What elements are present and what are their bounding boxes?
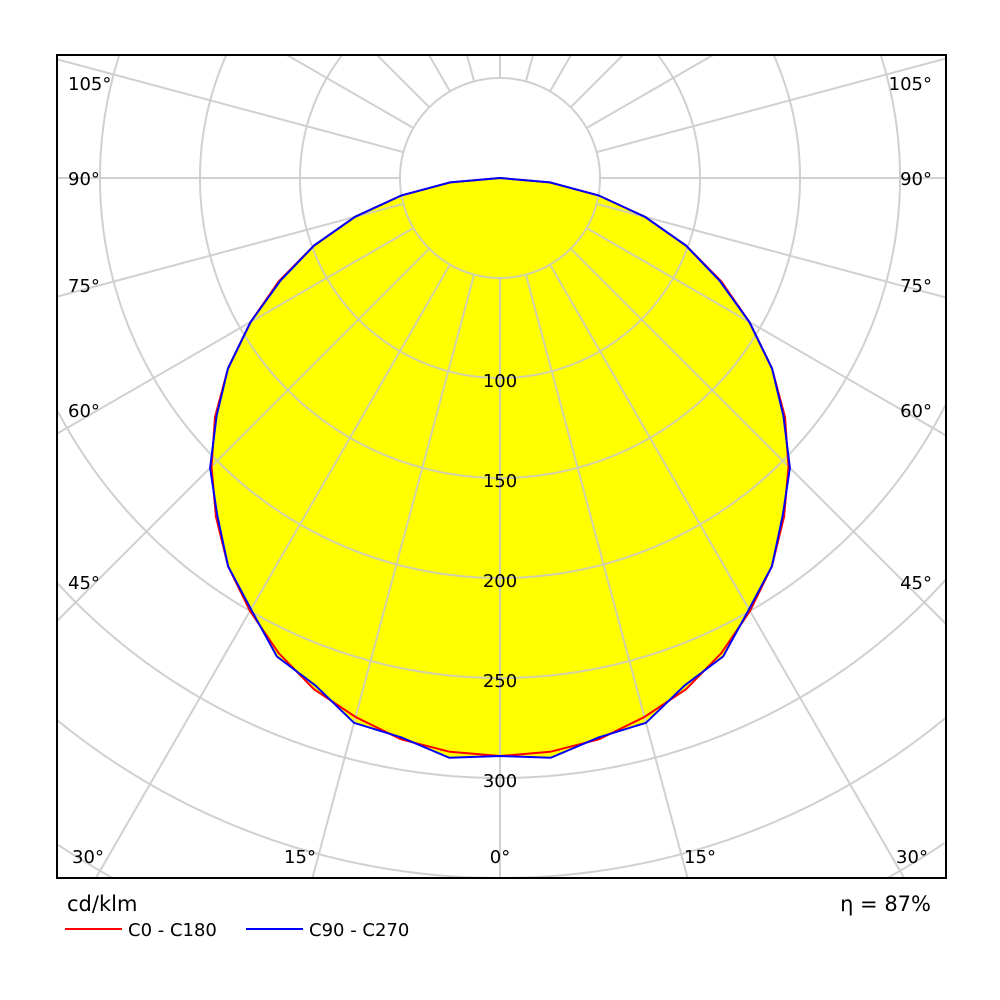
grid-radial-line [466,54,476,82]
angle-label-bottom: 0° [490,847,510,868]
angle-label-bottom: 30° [72,847,104,868]
grid-circle [299,54,701,379]
grid-radial-line [549,54,572,92]
grid-circle [56,578,947,779]
grid-radial-line [311,274,476,879]
grid-circle [56,717,946,879]
radial-tick-label: 200 [483,571,517,592]
radial-tick-label: 300 [483,771,517,792]
angle-label-left: 60° [68,401,100,422]
legend-label-c0: C0 - C180 [128,920,217,941]
grid-radial-line [596,57,947,154]
angle-label-left: 45° [68,573,100,594]
grid-radial-line [56,248,430,622]
unit-label: cd/klm [67,892,137,916]
grid-radial-line [524,274,689,879]
grid-radial-line [428,54,451,92]
grid-radial-line [56,202,404,298]
grid-radial-line [570,54,624,108]
grid-radial-line [56,58,404,154]
grid-radial-line [570,248,947,625]
grid-circle [57,842,946,879]
angle-label-right: 75° [900,276,932,297]
angle-label-right: 45° [900,573,932,594]
grid-radial-line [524,54,534,82]
grid-radial-line [56,227,414,435]
grid-radial-line [596,202,947,299]
angle-label-right: 105° [889,74,932,95]
curve-c90-c270 [209,176,791,759]
grid-circle [56,404,947,679]
legend-label-c90: C90 - C270 [309,920,409,941]
grid-circle [99,55,901,579]
angle-label-bottom: 15° [684,847,716,868]
angle-label-bottom: 15° [284,847,316,868]
angle-label-right: 60° [900,401,932,422]
angle-label-left: 75° [68,276,100,297]
plot-frame [56,54,947,879]
grid-radial-line [286,54,414,129]
radial-tick-label: 150 [483,471,517,492]
efficiency-label: η = 87% [840,892,931,916]
angle-label-left: 105° [68,74,111,95]
grid-radial-line [586,227,947,437]
grid-radial-line [376,54,430,108]
angle-label-right: 90° [900,169,932,190]
grid-radial-line [94,264,451,879]
angle-label-bottom: 30° [896,847,928,868]
radial-tick-label: 100 [483,371,517,392]
grid-radial-line [549,264,906,879]
radial-tick-label: 250 [483,671,517,692]
grid-circle [199,55,801,479]
angle-label-left: 90° [68,169,100,190]
grid-radial-line [586,54,714,129]
